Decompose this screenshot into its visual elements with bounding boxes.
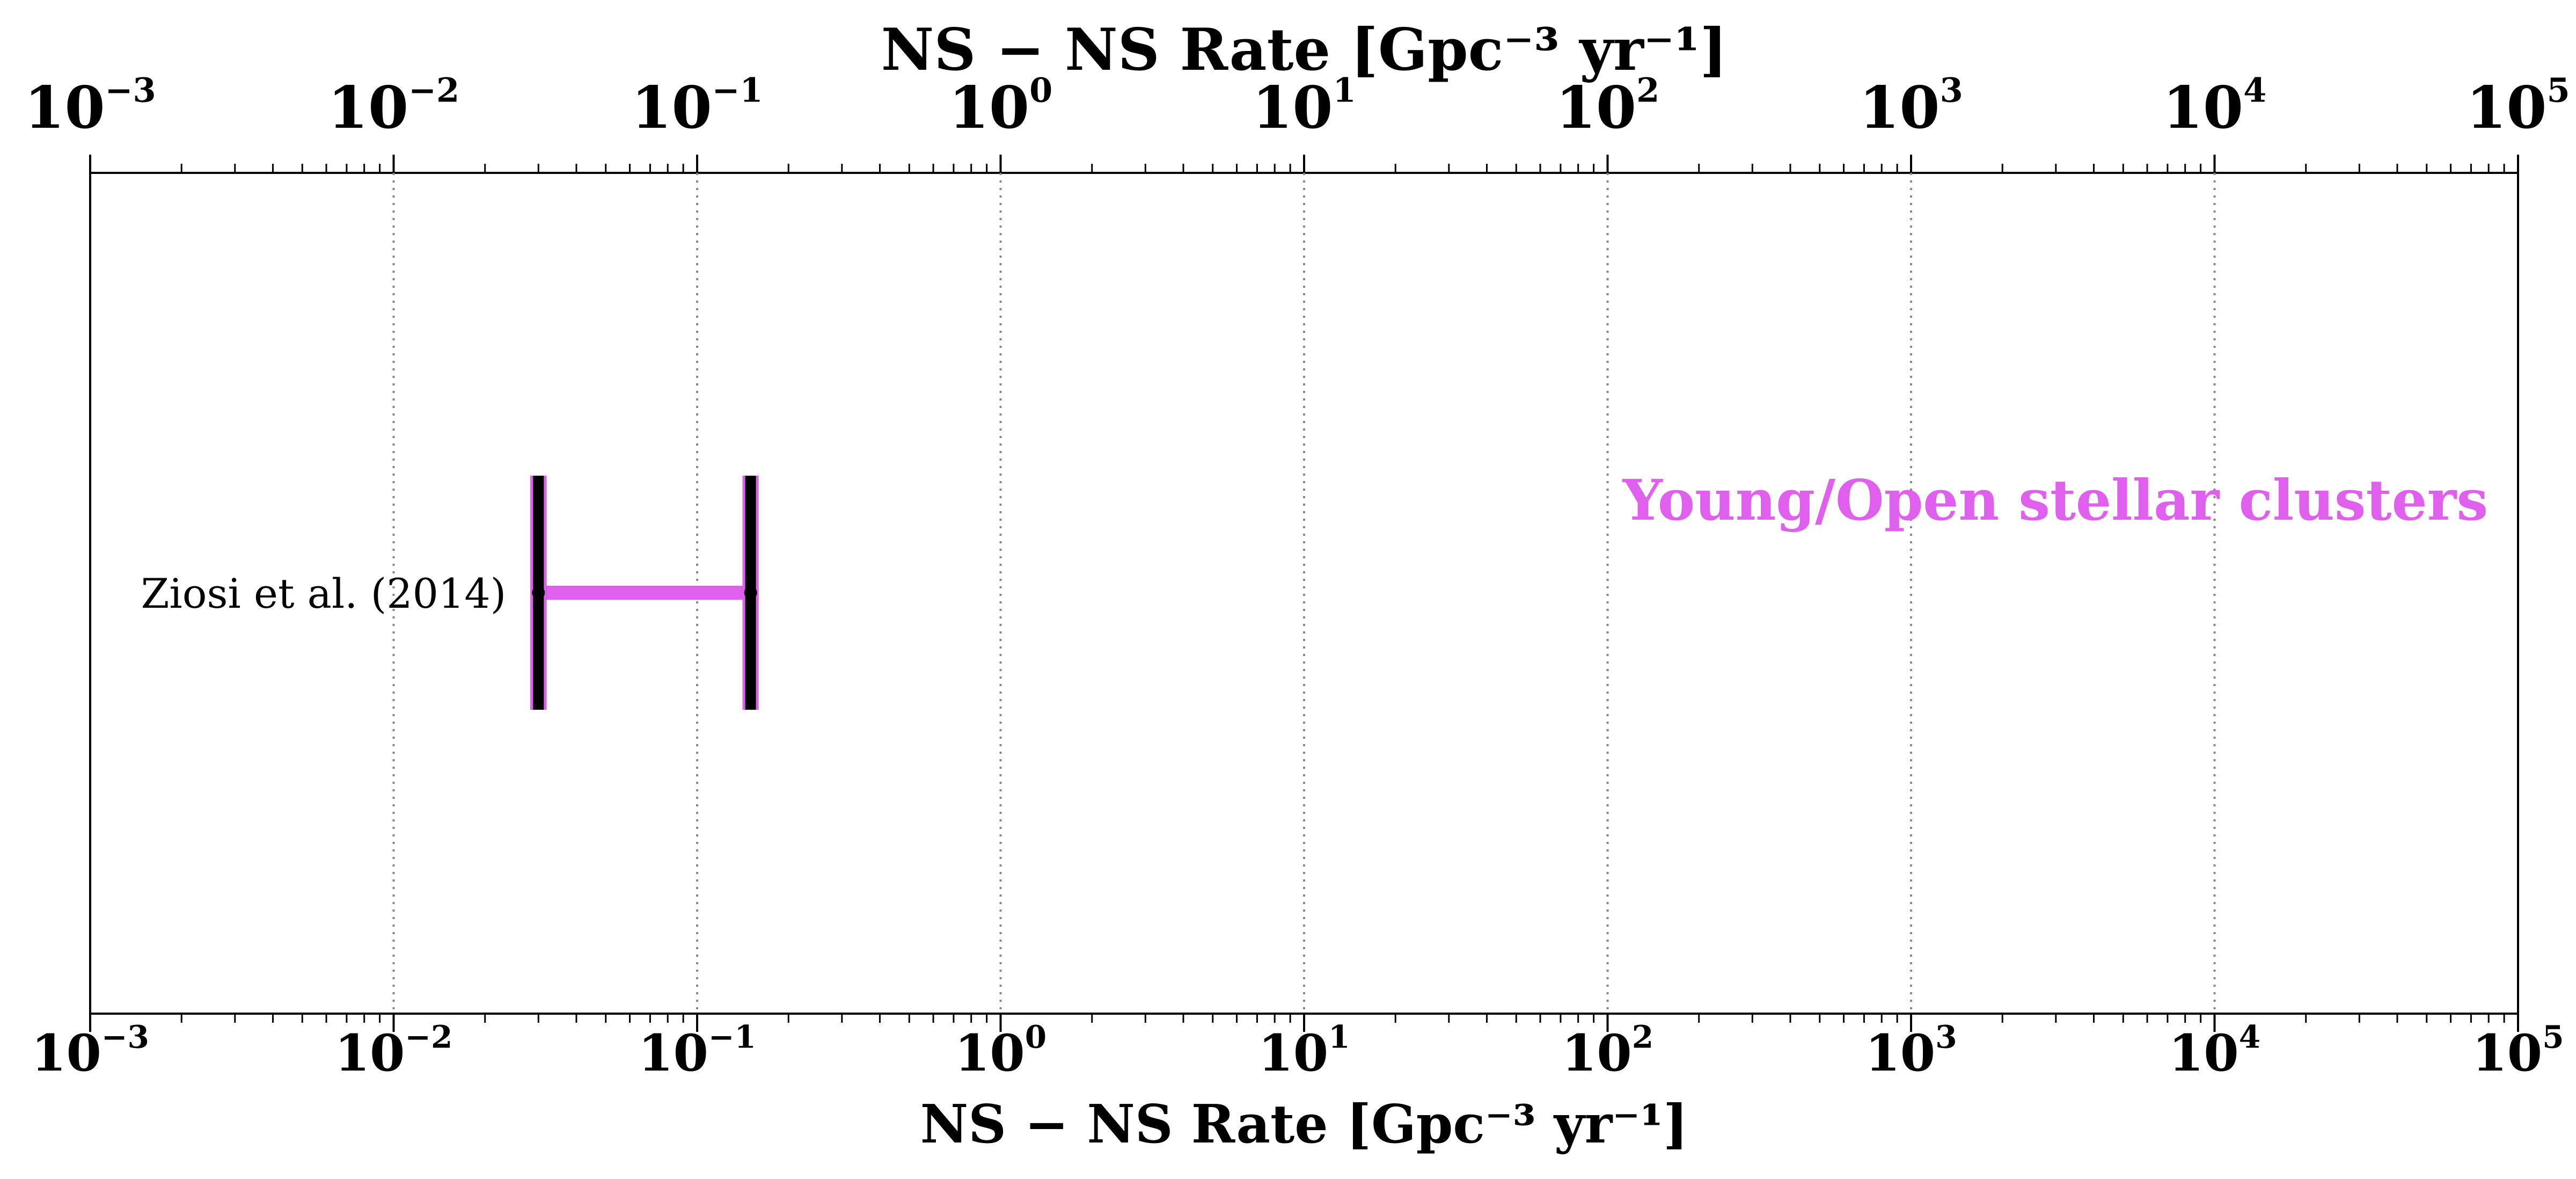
range-high-cap-edge-left <box>742 476 745 710</box>
tick-labels: 10−3 10−3 10−2 10−2 10−1 10−1 100 100 101 101 102 1… <box>24 70 2570 1083</box>
range-high-cap-edge-right <box>756 476 759 710</box>
tick-label-top: 10−3 <box>24 70 156 142</box>
tick-label-top: 100 <box>949 70 1052 142</box>
range-label: Ziosi et al. (2014) <box>141 570 507 617</box>
ticks <box>89 155 2519 1032</box>
tick-label-top: 10−2 <box>328 70 459 142</box>
tick-label-bottom: 10−1 <box>638 1019 756 1083</box>
tick-label-top: 10−1 <box>631 70 763 142</box>
tick-label-bottom: 10−3 <box>31 1019 149 1083</box>
tick-label-top: 103 <box>1859 70 1963 142</box>
tick-label-bottom: 105 <box>2472 1019 2564 1083</box>
range-marks: Ziosi et al. (2014) <box>141 476 759 710</box>
tick-label-top: 101 <box>1252 70 1356 142</box>
range-low-cap-point <box>532 586 545 599</box>
tick-label-bottom: 103 <box>1865 1019 1957 1083</box>
tick-label-bottom: 100 <box>955 1019 1046 1083</box>
group-label: Young/Open stellar clusters <box>1622 467 2488 533</box>
range-high-cap-point <box>744 586 757 599</box>
tick-label-top: 104 <box>2163 70 2266 142</box>
tick-label-bottom: 102 <box>1562 1019 1653 1083</box>
range-low-cap-edge-left <box>530 476 533 710</box>
range-low-cap-edge-right <box>544 476 547 710</box>
tick-label-top: 105 <box>2466 70 2570 142</box>
bottom-axis-title: NS − NS Rate [Gpc⁻³ yr⁻¹] <box>920 1094 1688 1155</box>
tick-label-top: 102 <box>1556 70 1659 142</box>
tick-label-bottom: 104 <box>2169 1019 2260 1083</box>
top-axis-title: NS − NS Rate [Gpc⁻³ yr⁻¹] <box>881 16 1728 84</box>
tick-label-bottom: 10−2 <box>335 1019 453 1083</box>
grid <box>392 173 2216 1014</box>
tick-label-bottom: 101 <box>1258 1019 1350 1083</box>
